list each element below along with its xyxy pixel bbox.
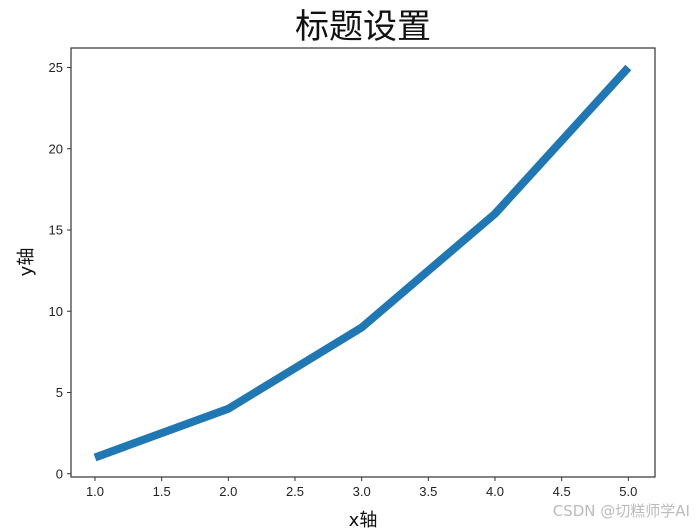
y-tick-label: 10 — [49, 304, 63, 319]
x-tick-label: 2.0 — [219, 484, 237, 499]
watermark: CSDN @切糕师学AI — [553, 502, 690, 520]
y-tick-label: 20 — [49, 141, 63, 156]
chart-title: 标题设置 — [295, 7, 431, 47]
x-tick-label: 4.5 — [553, 484, 571, 499]
series-line — [93, 64, 632, 462]
x-tick-label: 3.5 — [419, 484, 437, 499]
y-tick-label: 15 — [49, 223, 63, 238]
y-tick-label: 25 — [49, 60, 63, 75]
x-tick-label: 4.0 — [486, 484, 504, 499]
y-tick-label: 0 — [56, 466, 63, 481]
x-tick-label: 2.5 — [286, 484, 304, 499]
x-axis-label: x轴 — [349, 510, 378, 531]
x-tick-label: 1.0 — [86, 484, 104, 499]
x-tick-label: 1.5 — [153, 484, 171, 499]
x-tick-label: 5.0 — [619, 484, 637, 499]
x-tick-label: 3.0 — [353, 484, 371, 499]
axes-frame — [70, 47, 656, 478]
y-tick-label: 5 — [56, 385, 63, 400]
y-axis-label: y轴 — [16, 248, 37, 277]
